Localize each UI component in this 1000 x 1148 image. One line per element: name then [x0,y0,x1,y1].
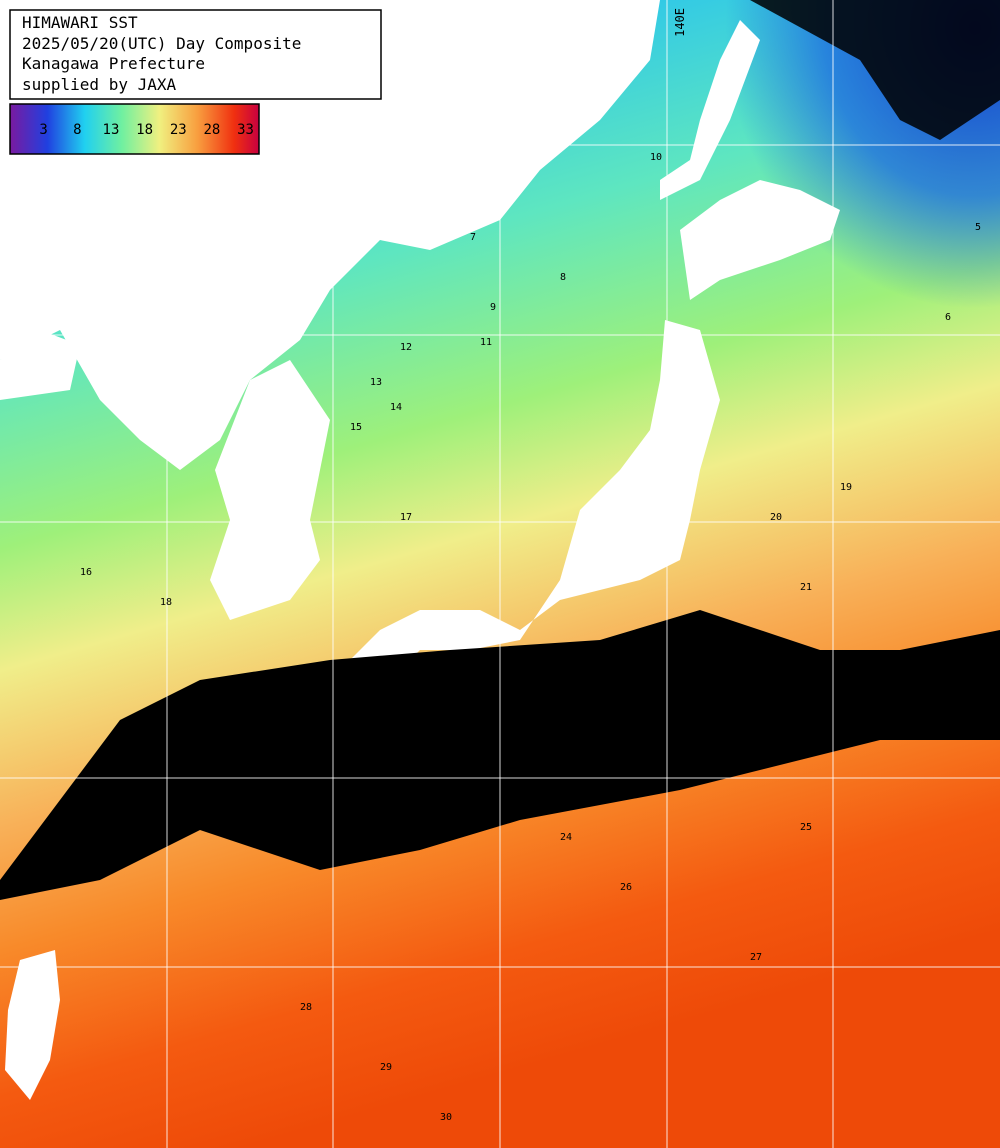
contour-label: 20 [770,512,782,523]
land-taiwan [5,950,60,1100]
colorbar-tick-label: 23 [170,122,187,138]
contour-label: 25 [800,822,812,833]
contour-label: 26 [620,882,632,893]
header-box [9,9,382,100]
contour-label: 21 [800,582,812,593]
colorbar-tick-label: 18 [136,122,153,138]
contour-label: 24 [560,832,572,843]
header-line: Kanagawa Prefecture [22,54,205,73]
contour-label: 27 [750,952,762,963]
colorbar-tick-label: 13 [103,122,120,138]
grid-label: 140E [673,8,687,37]
contour-label: 15 [350,422,362,433]
contour-label: 28 [300,1002,312,1013]
contour-label: 8 [560,272,566,283]
contour-label: 30 [440,1112,452,1123]
header-line: 2025/05/20(UTC) Day Composite [22,34,301,53]
contour-label: 7 [470,232,476,243]
land-honshu [340,320,720,730]
contour-label: 29 [380,1062,392,1073]
contour-label: 17 [400,512,412,523]
header-line: supplied by JAXA [22,75,176,94]
contour-label: 18 [160,597,172,608]
contour-label: 12 [400,342,412,353]
contour-label: 11 [480,337,492,348]
contour-label: 22 [740,692,752,703]
land-korea [210,360,330,620]
contour-label: 5 [975,222,981,233]
contour-label: 14 [390,402,402,413]
contour-label: 16 [80,567,92,578]
contour-label: 6 [945,312,951,323]
colorbar-tick-label: 8 [73,122,81,138]
colorbar-tick-label: 28 [203,122,220,138]
contour-label: 19 [840,482,852,493]
colorbar [9,103,260,155]
colorbar-tick-label: 3 [39,122,47,138]
header-line: HIMAWARI SST [22,13,138,32]
cloud-mask [750,0,1000,140]
land-hokkaido [660,20,840,300]
contour-label: 9 [490,302,496,313]
contour-label: 10 [650,152,662,163]
land-liaodong [0,330,80,400]
contour-label: 13 [370,377,382,388]
colorbar-tick-label: 33 [237,122,254,138]
